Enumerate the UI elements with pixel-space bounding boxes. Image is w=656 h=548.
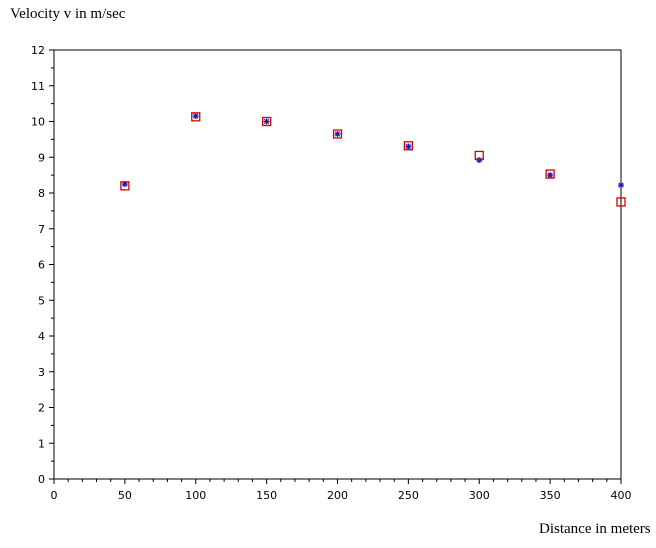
square-marker <box>332 129 343 139</box>
star-marker <box>263 118 270 125</box>
star-marker <box>192 113 199 120</box>
y-tick-label: 9 <box>38 151 45 164</box>
y-tick-label: 12 <box>31 44 45 57</box>
square-marker <box>545 169 555 179</box>
y-tick-label: 7 <box>38 223 45 236</box>
star-marker <box>618 182 624 189</box>
y-tick-label: 6 <box>38 259 45 272</box>
y-tick-label: 11 <box>31 80 45 93</box>
square-marker <box>261 116 272 127</box>
square-marker <box>120 181 130 191</box>
y-tick-label: 5 <box>38 294 45 307</box>
y-tick-label: 3 <box>38 366 45 379</box>
x-axis-label: Distance in meters <box>539 521 651 537</box>
x-tick-label: 100 <box>185 489 206 502</box>
square-marker <box>616 197 626 207</box>
square-marker <box>474 150 484 161</box>
square-marker <box>191 112 201 122</box>
star-marker <box>334 131 341 138</box>
x-tick-label: 250 <box>398 489 419 502</box>
y-tick-label: 10 <box>31 116 45 129</box>
x-tick-label: 150 <box>256 489 277 502</box>
x-tick-label: 350 <box>540 489 561 502</box>
y-tick-label: 8 <box>38 187 45 200</box>
plot-frame <box>53 49 622 480</box>
y-tick-label: 2 <box>38 402 45 415</box>
square-marker <box>403 141 414 151</box>
star-marker <box>121 181 128 188</box>
x-tick-label: 0 <box>51 489 58 502</box>
x-tick-label: 400 <box>611 489 632 502</box>
y-tick-label: 4 <box>38 330 45 343</box>
star-marker <box>547 172 554 179</box>
x-tick-label: 200 <box>327 489 348 502</box>
y-tick-label: 1 <box>38 437 45 450</box>
x-tick-label: 300 <box>469 489 490 502</box>
x-tick-label: 50 <box>118 489 132 502</box>
y-tick-label: 0 <box>38 473 45 486</box>
y-axis-label: Velocity v in m/sec <box>10 6 126 22</box>
star-marker <box>405 143 412 150</box>
